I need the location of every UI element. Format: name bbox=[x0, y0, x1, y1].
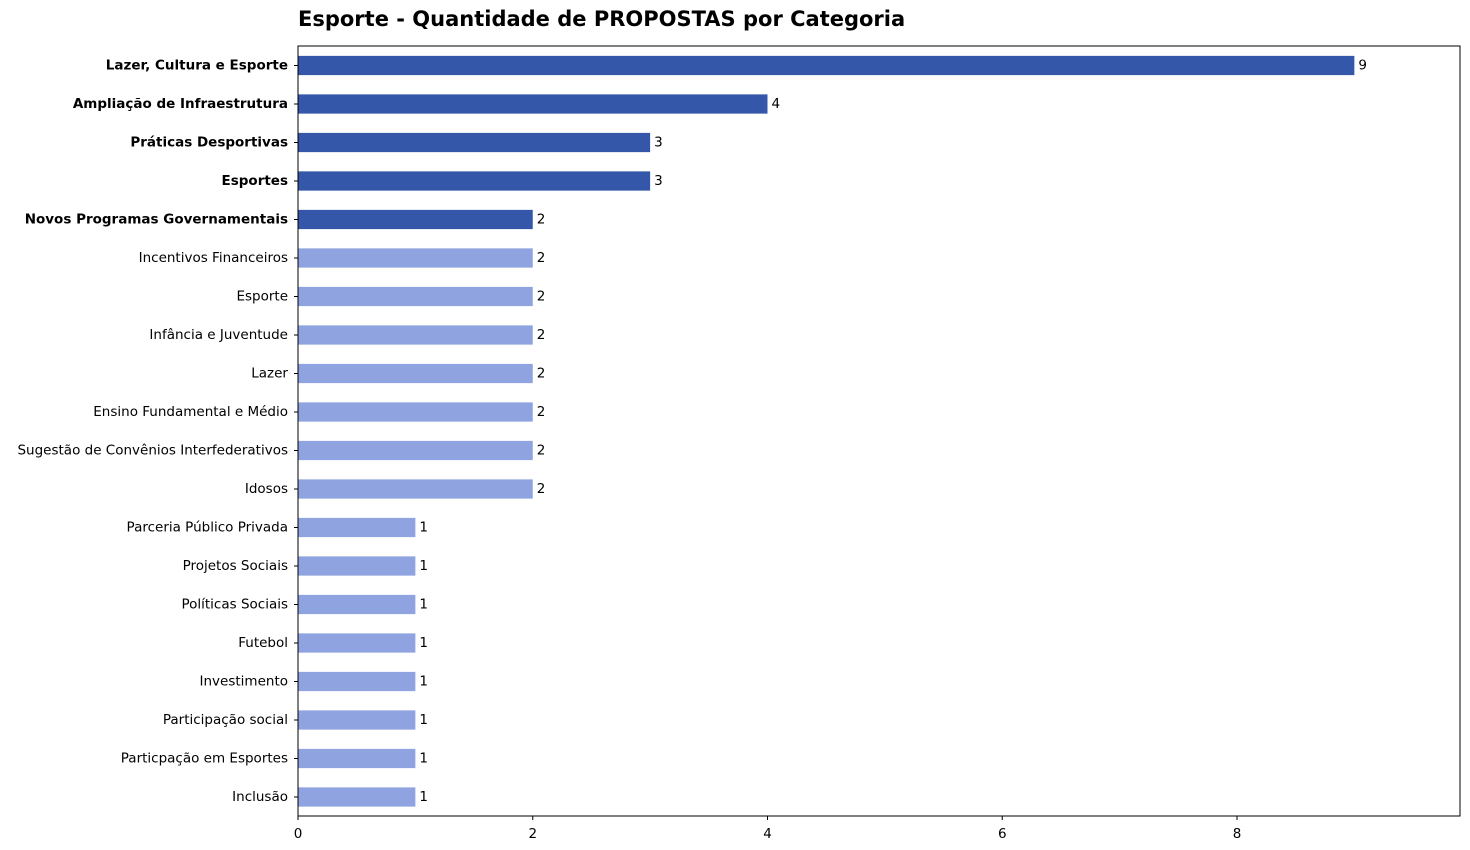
category-label: Novos Programas Governamentais bbox=[25, 212, 288, 228]
data-label: 2 bbox=[537, 404, 546, 420]
x-tick-label: 4 bbox=[763, 826, 772, 842]
category-label: Investimento bbox=[200, 674, 288, 690]
category-label: Participação social bbox=[163, 712, 288, 728]
value-labels: 9 4 3 3 2 2 2 2 2 2 2 2 1 1 1 1 1 1 1 1 bbox=[419, 58, 1367, 806]
data-label: 1 bbox=[419, 558, 428, 574]
category-label: Sugestão de Convênios Interfederativos bbox=[17, 443, 288, 459]
bar bbox=[298, 787, 416, 807]
bar bbox=[298, 171, 651, 191]
category-label: Políticas Sociais bbox=[181, 597, 288, 613]
bar bbox=[298, 556, 416, 576]
data-label: 3 bbox=[654, 173, 663, 189]
bar bbox=[298, 286, 533, 307]
bar bbox=[298, 440, 533, 461]
bar bbox=[298, 94, 768, 114]
data-label: 4 bbox=[771, 96, 780, 112]
bar bbox=[298, 748, 416, 769]
data-label: 2 bbox=[537, 289, 546, 305]
category-label: Esporte bbox=[236, 289, 288, 305]
data-label: 1 bbox=[419, 520, 428, 536]
category-label: Projetos Sociais bbox=[183, 558, 288, 574]
category-label: Lazer, Cultura e Esporte bbox=[106, 58, 288, 74]
x-tick-label: 0 bbox=[294, 826, 303, 842]
plot-frame bbox=[297, 45, 1461, 817]
category-label: Idosos bbox=[245, 481, 288, 497]
category-label: Ampliação de Infraestrutura bbox=[73, 96, 288, 112]
category-label: Infância e Juventude bbox=[149, 327, 288, 343]
bars-layer bbox=[298, 55, 1355, 807]
data-label: 1 bbox=[419, 635, 428, 651]
bar bbox=[298, 132, 651, 153]
x-tick-label: 8 bbox=[1233, 826, 1242, 842]
data-label: 9 bbox=[1358, 58, 1367, 74]
category-label: Futebol bbox=[238, 635, 288, 651]
bar bbox=[298, 479, 533, 499]
category-labels: Lazer, Cultura e Esporte Ampliação de Inf… bbox=[17, 58, 298, 805]
bar bbox=[298, 671, 416, 692]
data-label: 1 bbox=[419, 674, 428, 690]
category-label: Particpação em Esportes bbox=[121, 751, 288, 767]
bar bbox=[298, 248, 533, 268]
bar bbox=[298, 402, 533, 422]
data-label: 2 bbox=[537, 250, 546, 266]
data-label: 1 bbox=[419, 597, 428, 613]
chart-title: Esporte - Quantidade de PROPOSTAS por Ca… bbox=[298, 7, 905, 31]
category-label: Ensino Fundamental e Médio bbox=[93, 404, 288, 420]
data-label: 1 bbox=[419, 789, 428, 805]
data-label: 3 bbox=[654, 135, 663, 151]
bar bbox=[298, 209, 533, 230]
x-tick-label: 6 bbox=[998, 826, 1007, 842]
bar bbox=[298, 633, 416, 653]
data-label: 1 bbox=[419, 712, 428, 728]
bar bbox=[298, 55, 1355, 76]
x-axis: 0 2 4 6 8 bbox=[294, 816, 1242, 842]
data-label: 2 bbox=[537, 443, 546, 459]
category-label: Parceria Público Privada bbox=[127, 520, 288, 536]
bar bbox=[298, 363, 533, 384]
category-label: Incentivos Financeiros bbox=[139, 250, 288, 266]
bar bbox=[298, 710, 416, 730]
x-tick-label: 2 bbox=[528, 826, 537, 842]
category-label: Práticas Desportivas bbox=[130, 135, 288, 151]
category-label: Inclusão bbox=[232, 789, 288, 805]
data-label: 2 bbox=[537, 212, 546, 228]
data-label: 2 bbox=[537, 327, 546, 343]
category-label: Esportes bbox=[222, 173, 289, 189]
bar bbox=[298, 325, 533, 345]
category-label: Lazer bbox=[251, 366, 288, 382]
data-label: 1 bbox=[419, 751, 428, 767]
data-label: 2 bbox=[537, 366, 546, 382]
bar bbox=[298, 594, 416, 615]
bar bbox=[298, 517, 416, 538]
data-label: 2 bbox=[537, 481, 546, 497]
